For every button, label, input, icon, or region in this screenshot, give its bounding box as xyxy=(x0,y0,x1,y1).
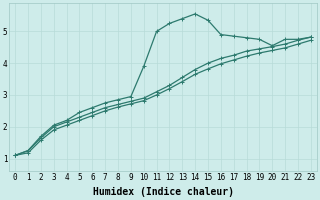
X-axis label: Humidex (Indice chaleur): Humidex (Indice chaleur) xyxy=(92,187,234,197)
